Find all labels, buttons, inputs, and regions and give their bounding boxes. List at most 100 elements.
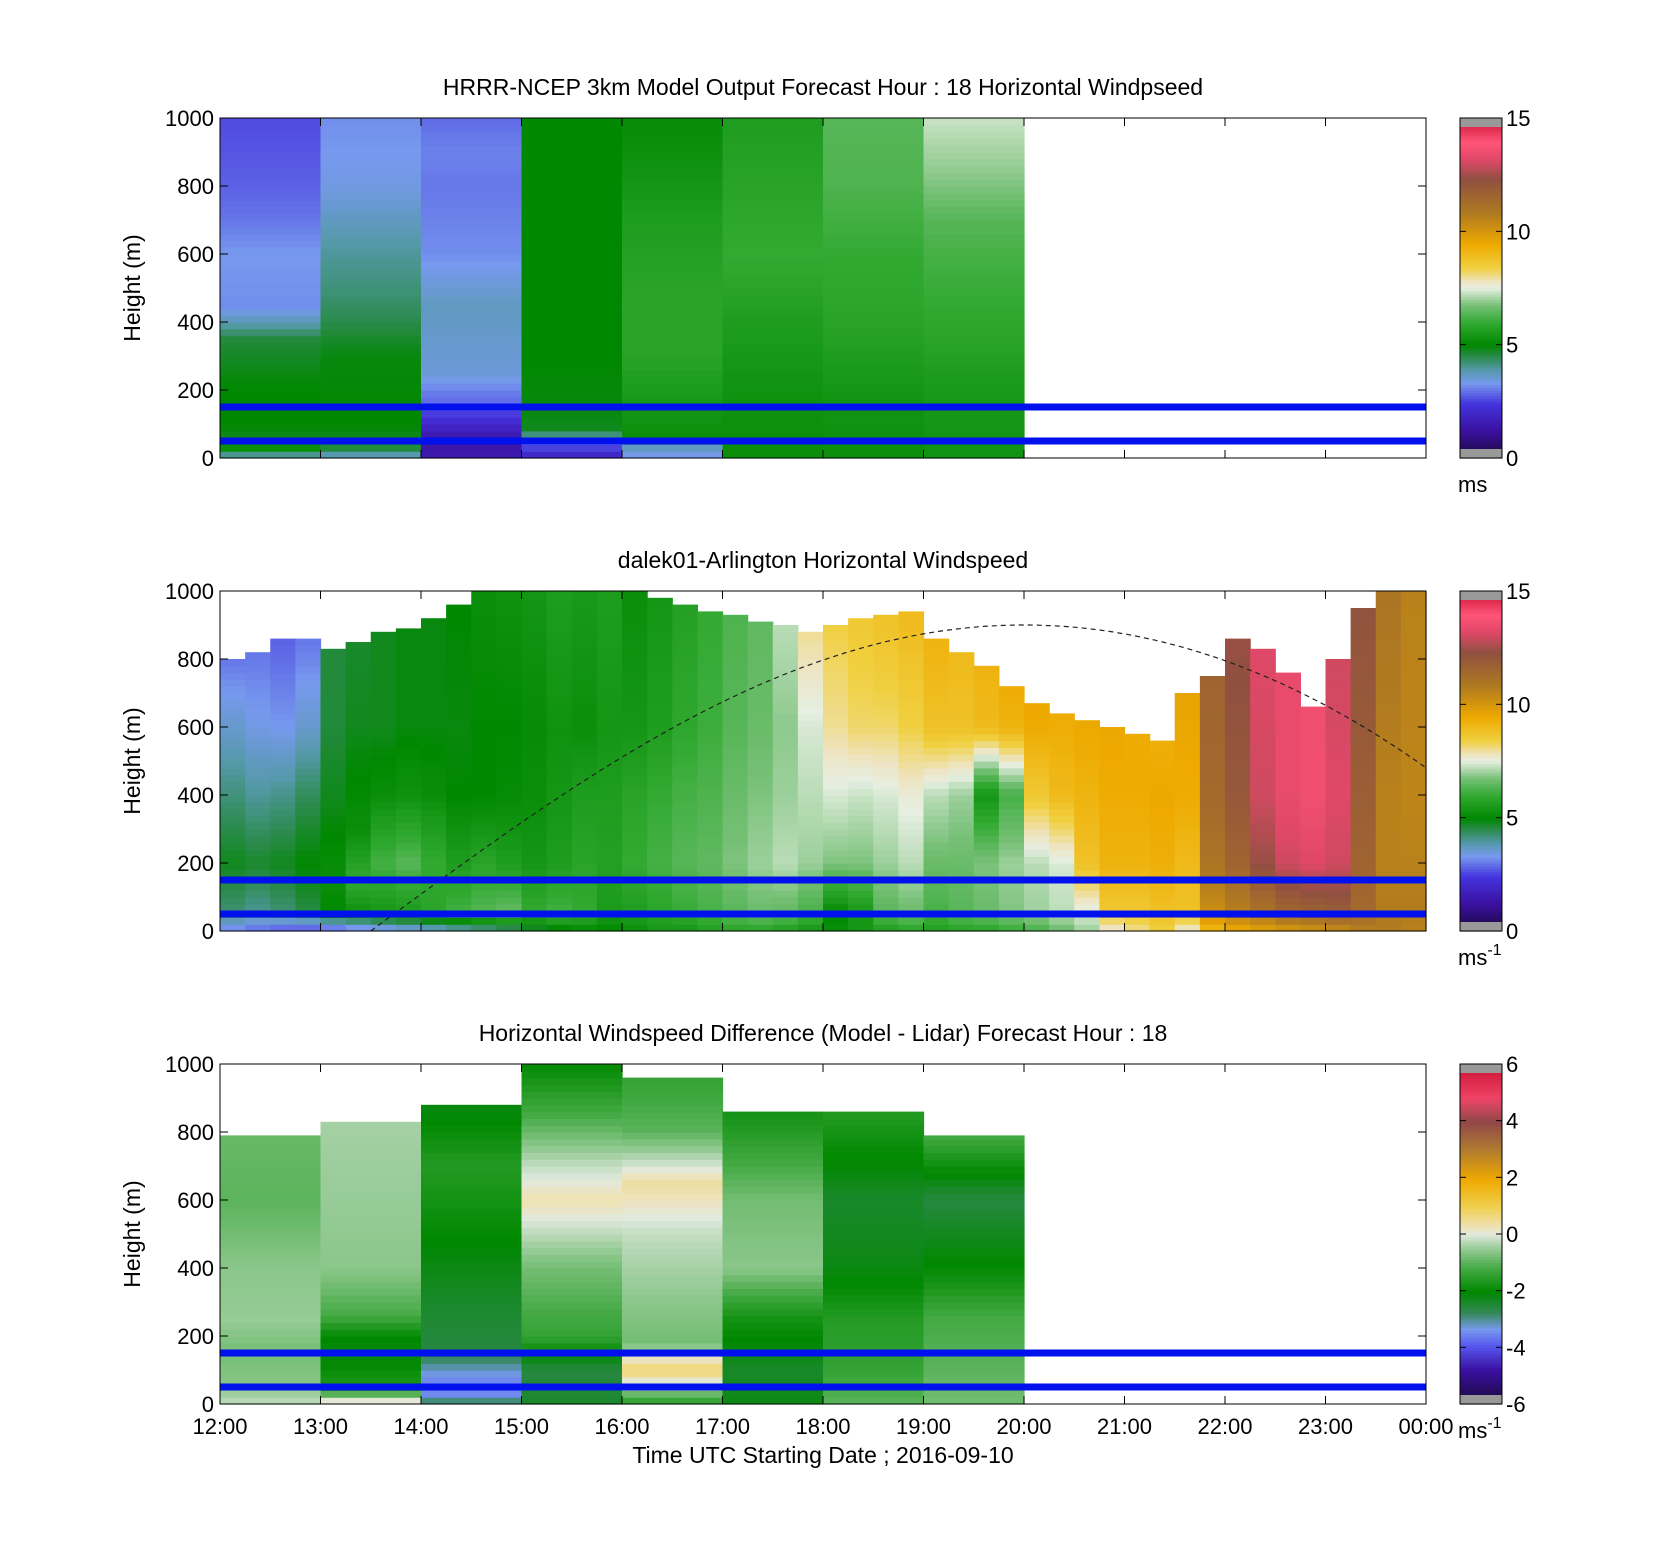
heat-cell (596, 699, 623, 708)
heat-cell (1099, 890, 1126, 898)
heat-cell (421, 328, 523, 337)
heat-cell (421, 1356, 523, 1364)
heat-cell (320, 1295, 422, 1303)
heat-cell (1124, 774, 1151, 782)
heat-cell (1400, 903, 1427, 912)
colorbar-swatch (1460, 149, 1502, 153)
heat-cell (370, 897, 397, 905)
heat-cell (245, 788, 271, 796)
heat-cell (722, 679, 749, 687)
heat-cell (722, 645, 749, 653)
heat-cell (622, 897, 648, 905)
heat-cell (1250, 781, 1276, 789)
heat-cell (647, 761, 673, 769)
colorbar-swatch (1460, 1214, 1502, 1218)
heat-cell (823, 829, 849, 837)
data-column (421, 618, 447, 932)
heat-cell (697, 869, 724, 878)
heat-cell (571, 597, 598, 606)
heat-cell (998, 740, 1025, 748)
colorbar-swatch (1460, 273, 1502, 278)
heat-cell (647, 604, 673, 612)
heat-cell (245, 924, 271, 932)
heat-cell (823, 328, 925, 337)
heat-cell (521, 869, 548, 878)
heat-cell (245, 815, 271, 823)
heat-cell (320, 1152, 422, 1160)
heat-cell (1275, 869, 1301, 878)
heat-cell (1049, 835, 1075, 844)
heat-cell (1099, 815, 1126, 823)
heat-cell (823, 376, 925, 384)
heat-cell (270, 801, 296, 810)
heat-cell (521, 138, 623, 146)
x-tick-label: 20:00 (996, 1414, 1051, 1439)
heat-cell (320, 849, 347, 857)
heat-cell (923, 118, 1025, 126)
heat-cell (647, 781, 673, 789)
heat-cell (622, 883, 648, 891)
heat-cell (722, 328, 824, 337)
heat-cell (521, 1397, 623, 1405)
heat-cell (320, 315, 422, 323)
heat-cell (1099, 727, 1126, 735)
heat-cell (421, 1172, 523, 1181)
heat-cell (1124, 890, 1151, 898)
heat-cell (722, 240, 824, 248)
heat-cell (295, 665, 322, 674)
heat-cell (747, 699, 774, 708)
colorbar-swatch (1460, 407, 1502, 411)
colorbar-swatch (1460, 313, 1502, 317)
heat-cell (345, 835, 372, 844)
colorbar-swatch (1460, 863, 1502, 867)
heat-cell (823, 247, 925, 255)
heat-cell (421, 1125, 523, 1133)
heat-cell (370, 699, 397, 708)
heat-cell (1275, 720, 1301, 728)
heat-cell (521, 631, 548, 640)
data-column (722, 614, 749, 932)
heat-cell (747, 788, 774, 796)
heat-cell (797, 699, 824, 708)
y-tick-label: 800 (177, 1120, 214, 1145)
heat-cell (421, 1152, 523, 1160)
heat-cell (622, 1376, 724, 1385)
heat-cell (295, 890, 322, 898)
heat-cell (521, 604, 548, 612)
heat-cell (546, 883, 573, 891)
heat-cell (1199, 917, 1226, 925)
heat-cell (923, 659, 950, 667)
heat-cell (772, 767, 799, 776)
heat-cell (1099, 788, 1126, 796)
colorbar-swatch (1460, 693, 1502, 697)
heat-cell (370, 849, 397, 857)
heat-cell (370, 767, 397, 776)
heat-cell (722, 897, 749, 905)
heat-cell (772, 754, 799, 762)
heat-cell (772, 665, 799, 674)
heat-cell (320, 1193, 422, 1201)
heat-cell (446, 801, 472, 810)
heat-cell (622, 1084, 724, 1092)
heat-cell (1149, 835, 1176, 844)
heat-cell (948, 869, 975, 878)
heat-cell (320, 1254, 422, 1262)
heat-cell (270, 686, 296, 694)
heat-cell (1149, 917, 1176, 925)
heat-cell (1325, 903, 1352, 912)
colorbar-swatch (1460, 820, 1502, 824)
heat-cell (596, 815, 623, 823)
heat-cell (521, 733, 548, 742)
heat-cell (295, 849, 322, 857)
heat-cell (571, 733, 598, 742)
heat-cell (1275, 856, 1301, 864)
heat-cell (571, 604, 598, 612)
heat-cell (1049, 740, 1075, 748)
heat-cell (1149, 849, 1176, 857)
heat-cell (546, 829, 573, 837)
colorbar-swatch (1460, 1197, 1502, 1201)
heat-cell (797, 774, 824, 782)
heat-cell (446, 835, 472, 844)
heat-cell (320, 444, 422, 452)
heat-cell (923, 124, 1025, 133)
